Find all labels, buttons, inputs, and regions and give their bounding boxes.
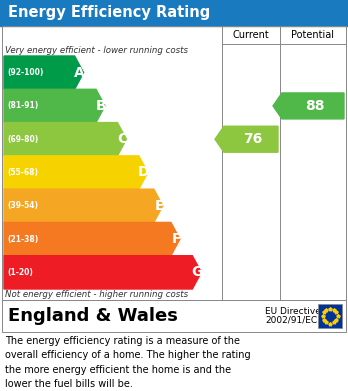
Bar <box>222 26 280 44</box>
Text: (81-91): (81-91) <box>7 101 38 110</box>
Polygon shape <box>4 56 84 89</box>
Text: (1-20): (1-20) <box>7 268 33 277</box>
Text: 2002/91/EC: 2002/91/EC <box>265 316 317 325</box>
Text: D: D <box>137 165 149 179</box>
Bar <box>2 300 346 332</box>
Text: (69-80): (69-80) <box>7 135 38 144</box>
Text: (39-54): (39-54) <box>7 201 38 210</box>
Text: Potential: Potential <box>292 30 334 40</box>
Polygon shape <box>4 222 180 256</box>
Bar <box>318 304 342 328</box>
Bar <box>2 26 346 300</box>
Text: The energy efficiency rating is a measure of the
overall efficiency of a home. T: The energy efficiency rating is a measur… <box>5 336 251 389</box>
Text: (55-68): (55-68) <box>7 168 38 177</box>
Text: A: A <box>74 66 85 80</box>
Text: B: B <box>95 99 106 113</box>
Text: (21-38): (21-38) <box>7 235 38 244</box>
Polygon shape <box>4 256 201 289</box>
Polygon shape <box>4 189 163 222</box>
Text: F: F <box>172 232 181 246</box>
Polygon shape <box>4 89 105 122</box>
Text: England & Wales: England & Wales <box>8 307 178 325</box>
Text: 88: 88 <box>305 99 325 113</box>
Bar <box>280 26 346 44</box>
Polygon shape <box>215 126 278 152</box>
Text: Not energy efficient - higher running costs: Not energy efficient - higher running co… <box>5 290 188 299</box>
Text: E: E <box>154 199 164 213</box>
Text: Very energy efficient - lower running costs: Very energy efficient - lower running co… <box>5 46 188 55</box>
Polygon shape <box>4 122 126 156</box>
Text: Energy Efficiency Rating: Energy Efficiency Rating <box>8 5 210 20</box>
Text: Current: Current <box>232 30 269 40</box>
Text: EU Directive: EU Directive <box>265 307 321 316</box>
Bar <box>0 0 348 26</box>
Text: (92-100): (92-100) <box>7 68 44 77</box>
Text: G: G <box>191 265 202 279</box>
Text: C: C <box>117 132 127 146</box>
Polygon shape <box>4 156 148 189</box>
Text: 76: 76 <box>243 132 263 146</box>
Polygon shape <box>273 93 344 119</box>
